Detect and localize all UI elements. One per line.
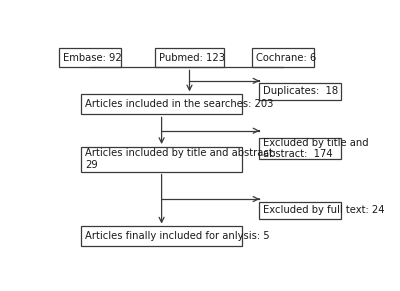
Text: Articles included by title and abstract:
29: Articles included by title and abstract:… (85, 148, 276, 170)
Text: Articles included in the searches: 203: Articles included in the searches: 203 (85, 100, 274, 109)
FancyBboxPatch shape (81, 147, 242, 172)
FancyBboxPatch shape (259, 138, 342, 159)
FancyBboxPatch shape (59, 48, 121, 68)
FancyBboxPatch shape (252, 48, 314, 68)
Text: Excluded by full text: 24: Excluded by full text: 24 (263, 205, 385, 215)
Text: Cochrane: 6: Cochrane: 6 (256, 53, 316, 63)
Text: Articles finally included for anlysis: 5: Articles finally included for anlysis: 5 (85, 231, 270, 241)
Text: Pubmed: 123: Pubmed: 123 (160, 53, 226, 63)
Text: Excluded by title and
abstract:  174: Excluded by title and abstract: 174 (263, 138, 369, 159)
FancyBboxPatch shape (259, 202, 342, 219)
FancyBboxPatch shape (155, 48, 224, 68)
FancyBboxPatch shape (81, 226, 242, 246)
FancyBboxPatch shape (259, 83, 342, 100)
Text: Duplicates:  18: Duplicates: 18 (263, 86, 338, 97)
FancyBboxPatch shape (81, 94, 242, 114)
Text: Embase: 92: Embase: 92 (63, 53, 122, 63)
